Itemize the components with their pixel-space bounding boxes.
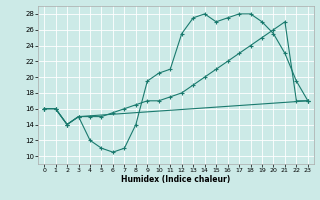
X-axis label: Humidex (Indice chaleur): Humidex (Indice chaleur) (121, 175, 231, 184)
